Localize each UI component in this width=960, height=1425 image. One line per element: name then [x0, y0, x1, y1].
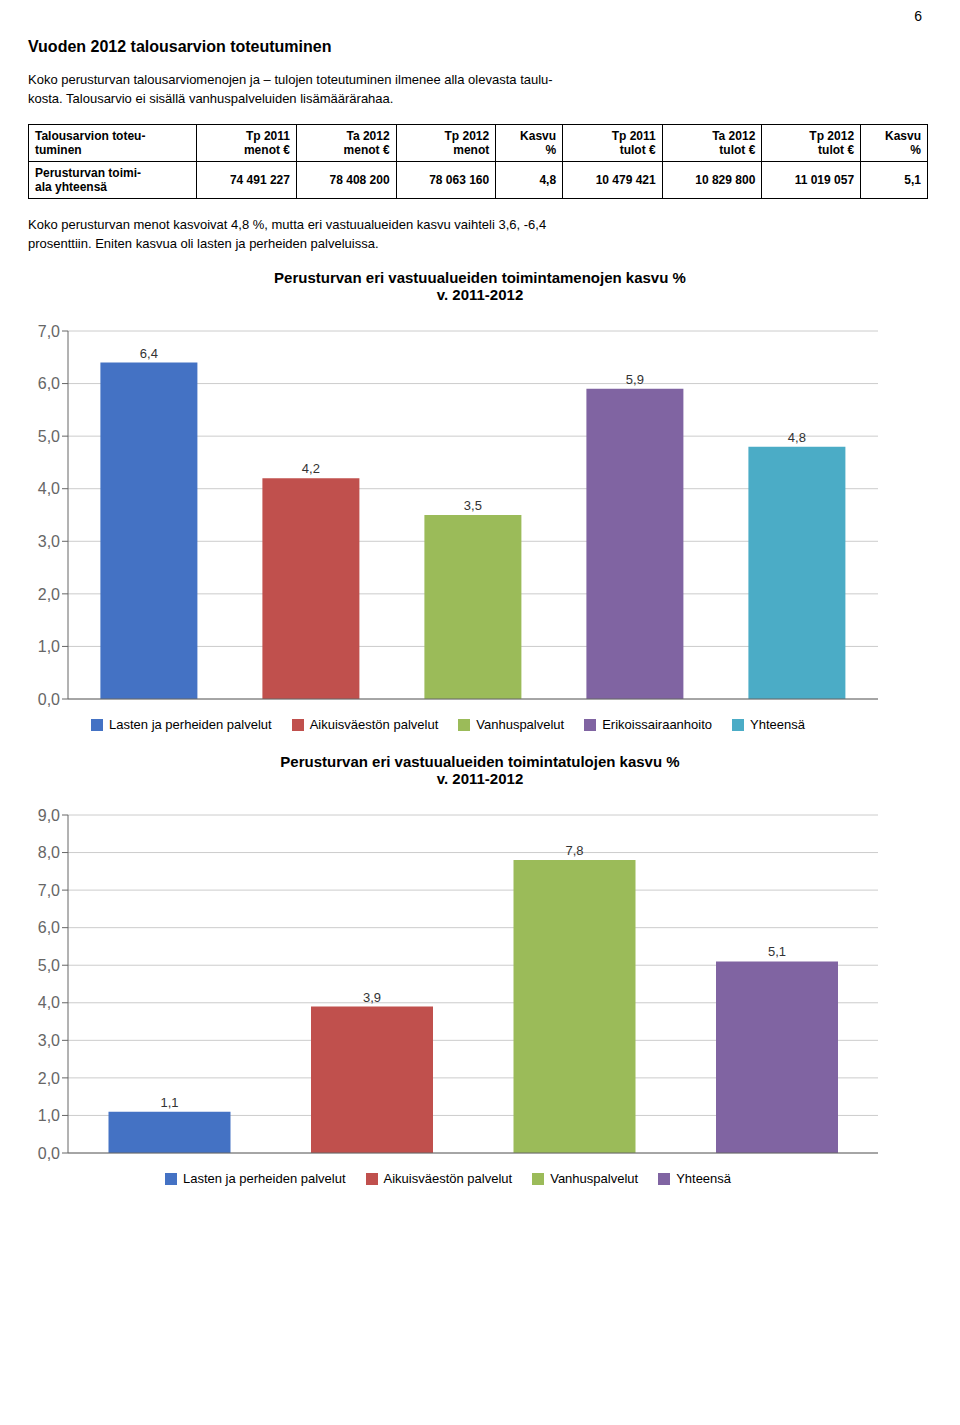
svg-text:4,2: 4,2 — [302, 461, 320, 476]
html-text:Perusturvan eri vastuualueiden: Perusturvan eri vastuualueiden toimintam… — [274, 269, 686, 303]
svg-text:7,0: 7,0 — [38, 882, 60, 899]
svg-text:9,0: 9,0 — [38, 807, 60, 824]
svg-text:1,0: 1,0 — [38, 1107, 60, 1124]
svg-text:4,0: 4,0 — [38, 480, 60, 497]
html-text:Vanhuspalvelut: Vanhuspalvelut — [550, 1171, 639, 1186]
html-text:Kasvu %: Kasvu % — [520, 129, 557, 157]
html-text:Ta 2012 tulot €: Ta 2012 tulot € — [712, 129, 756, 157]
html-text:Koko perusturvan talousarviome: Koko perusturvan talousarviomenojen ja –… — [28, 72, 553, 87]
svg-text:6,4: 6,4 — [140, 346, 158, 361]
svg-text:5,0: 5,0 — [38, 957, 60, 974]
svg-text:3,0: 3,0 — [38, 1032, 60, 1049]
svg-text:5,1: 5,1 — [768, 944, 786, 959]
html-text:74 491 227: 74 491 227 — [229, 173, 290, 187]
svg-text:5,0: 5,0 — [38, 428, 60, 445]
html-text:11 019 057: 11 019 057 — [794, 173, 855, 187]
html-text:Tp 2012 tulot €: Tp 2012 tulot € — [809, 129, 855, 157]
html-text:78 063 160: 78 063 160 — [429, 173, 490, 187]
svg-text:8,0: 8,0 — [38, 844, 60, 861]
html-text:10 829 800: 10 829 800 — [695, 173, 756, 187]
svg-text:4,0: 4,0 — [38, 994, 60, 1011]
html-text:Tp 2011 tulot €: Tp 2011 tulot € — [611, 129, 656, 157]
html-text:Tp 2012 menot: Tp 2012 menot — [444, 129, 490, 157]
html-text:Aikuisväestön palvelut: Aikuisväestön palvelut — [309, 717, 439, 732]
svg-text:2,0: 2,0 — [38, 1070, 60, 1087]
html-text:78 408 200: 78 408 200 — [329, 173, 390, 187]
html-text:Kasvu %: Kasvu % — [885, 129, 921, 157]
html-text:Perusturvan toimi- ala yhteens: Perusturvan toimi- ala yhteensä — [35, 166, 141, 194]
html-text:Yhteensä: Yhteensä — [750, 717, 805, 732]
svg-text:3,5: 3,5 — [464, 498, 482, 513]
html-text:kosta. Talousarvio ei sisällä: kosta. Talousarvio ei sisällä vanhuspalv… — [28, 91, 394, 106]
html-text:Perusturvan eri vastuualueiden: Perusturvan eri vastuualueiden toimintat… — [280, 753, 680, 787]
svg-text:4,8: 4,8 — [788, 430, 806, 445]
html-text:5,1: 5,1 — [904, 173, 921, 187]
svg-text:0,0: 0,0 — [38, 1145, 60, 1162]
svg-text:6,0: 6,0 — [38, 919, 60, 936]
html-text:10 479 421: 10 479 421 — [595, 173, 656, 187]
svg-text:6,0: 6,0 — [38, 375, 60, 392]
svg-text:3,9: 3,9 — [363, 990, 381, 1005]
svg-text:7,0: 7,0 — [38, 323, 60, 340]
html-text:prosenttiin. Eniten kasvua oli: prosenttiin. Eniten kasvua oli lasten ja… — [28, 236, 379, 251]
html-text:Tp 2011 menot €: Tp 2011 menot € — [244, 129, 290, 157]
html-text:Ta 2012 menot €: Ta 2012 menot € — [343, 129, 390, 157]
svg-text:2,0: 2,0 — [38, 586, 60, 603]
html-text:Yhteensä: Yhteensä — [676, 1171, 732, 1186]
svg-text:1,0: 1,0 — [38, 638, 60, 655]
html-text:Vanhuspalvelut: Vanhuspalvelut — [476, 717, 565, 732]
html-text:4,8: 4,8 — [539, 173, 557, 187]
html-text:Aikuisväestön palvelut: Aikuisväestön palvelut — [383, 1171, 513, 1186]
html-text:Vuoden 2012 talousarvion toteu: Vuoden 2012 talousarvion toteutuminen — [28, 38, 332, 55]
svg-text:7,8: 7,8 — [565, 843, 583, 858]
svg-text:3,0: 3,0 — [38, 533, 60, 550]
html-text:6: 6 — [914, 8, 922, 24]
html-text:Lasten ja perheiden palvelut: Lasten ja perheiden palvelut — [182, 1171, 346, 1186]
html-text:Talousarvion toteu- tuminen: Talousarvion toteu- tuminen — [35, 129, 146, 157]
html-text:Erikoissairaanhoito: Erikoissairaanhoito — [602, 717, 712, 732]
svg-text:1,1: 1,1 — [160, 1095, 178, 1110]
html-text:Lasten ja perheiden palvelut: Lasten ja perheiden palvelut — [109, 717, 272, 732]
svg-text:5,9: 5,9 — [626, 372, 644, 387]
svg-text:0,0: 0,0 — [38, 691, 60, 708]
html-text:Koko perusturvan menot kasvoiv: Koko perusturvan menot kasvoivat 4,8 %, … — [28, 217, 547, 232]
